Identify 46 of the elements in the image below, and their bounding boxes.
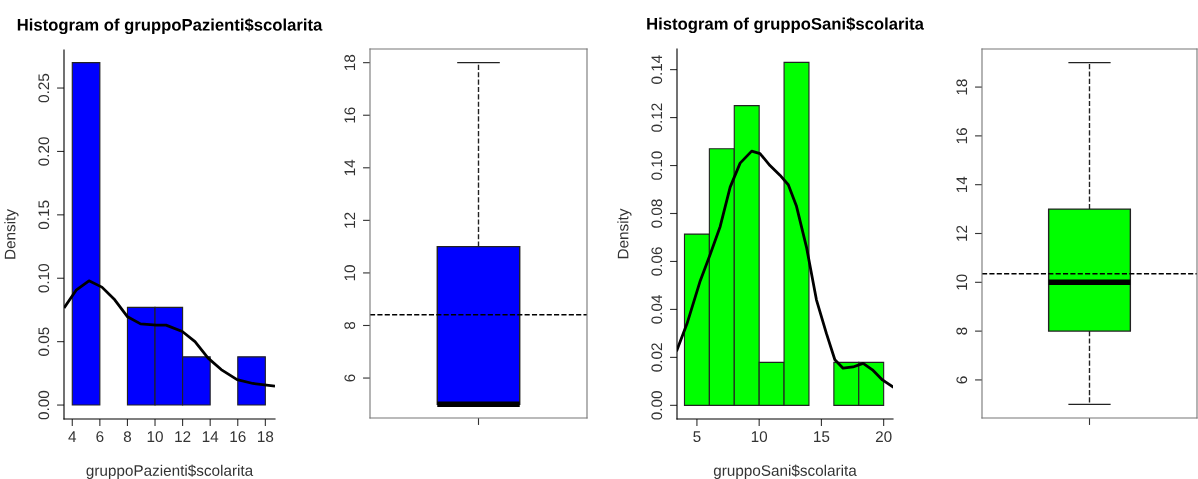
y-tick-label: 0.25 (38, 73, 50, 103)
y-tick-label: 0.02 (651, 343, 663, 372)
x-tick-label: 14 (202, 431, 219, 442)
y-axis-title: Density (4, 209, 19, 259)
y-tick-label: 12 (956, 225, 968, 241)
x-tick-label: 16 (230, 431, 246, 443)
x-tick-label: 15 (814, 431, 830, 443)
x-tick-label: 8 (123, 431, 132, 443)
y-axis-title: Density (617, 208, 632, 259)
y-tick-label: 14 (344, 159, 356, 176)
y-tick-label: 18 (344, 54, 356, 70)
x-tick-label: 10 (751, 431, 768, 443)
y-tick-label: 0.00 (38, 390, 50, 420)
x-tick-label: 10 (147, 431, 163, 443)
y-tick-label: 16 (344, 107, 356, 123)
x-axis-title: gruppoPazienti$scolarita (86, 464, 254, 479)
x-tick-label: 5 (693, 431, 701, 443)
chart-title: Histogram of gruppoPazienti$scolarita (17, 18, 323, 35)
y-tick-label: 0.10 (38, 263, 50, 293)
x-tick-label: 4 (68, 431, 77, 442)
x-tick-label: 18 (258, 431, 274, 443)
x-axis-title: gruppoSani$scolarita (713, 464, 857, 479)
x-tick-label: 20 (875, 431, 892, 443)
chart-title: Histogram of gruppoSani$scolarita (647, 17, 925, 34)
x-tick-label: 6 (96, 431, 104, 443)
y-tick-label: 0.06 (651, 247, 663, 276)
y-tick-label: 14 (956, 176, 968, 193)
y-tick-label: 12 (344, 212, 356, 228)
y-tick-label: 10 (344, 265, 356, 281)
y-tick-label: 8 (956, 327, 968, 335)
y-tick-label: 18 (956, 79, 968, 95)
y-tick-label: 0.12 (651, 103, 663, 132)
y-tick-label: 0.14 (651, 55, 663, 84)
y-tick-label: 0.04 (651, 294, 663, 324)
y-tick-label: 0.08 (651, 199, 663, 228)
y-tick-label: 0.15 (38, 200, 50, 230)
y-tick-label: 0.20 (38, 137, 50, 166)
y-tick-label: 8 (344, 321, 356, 330)
y-tick-label: 0.00 (651, 391, 663, 420)
y-tick-label: 0.10 (651, 151, 663, 180)
y-tick-label: 0.05 (38, 327, 50, 356)
y-tick-label: 6 (956, 376, 968, 384)
x-tick-label: 12 (175, 431, 191, 442)
y-tick-label: 6 (344, 374, 356, 382)
y-tick-label: 10 (956, 274, 968, 290)
y-tick-label: 16 (956, 128, 968, 144)
